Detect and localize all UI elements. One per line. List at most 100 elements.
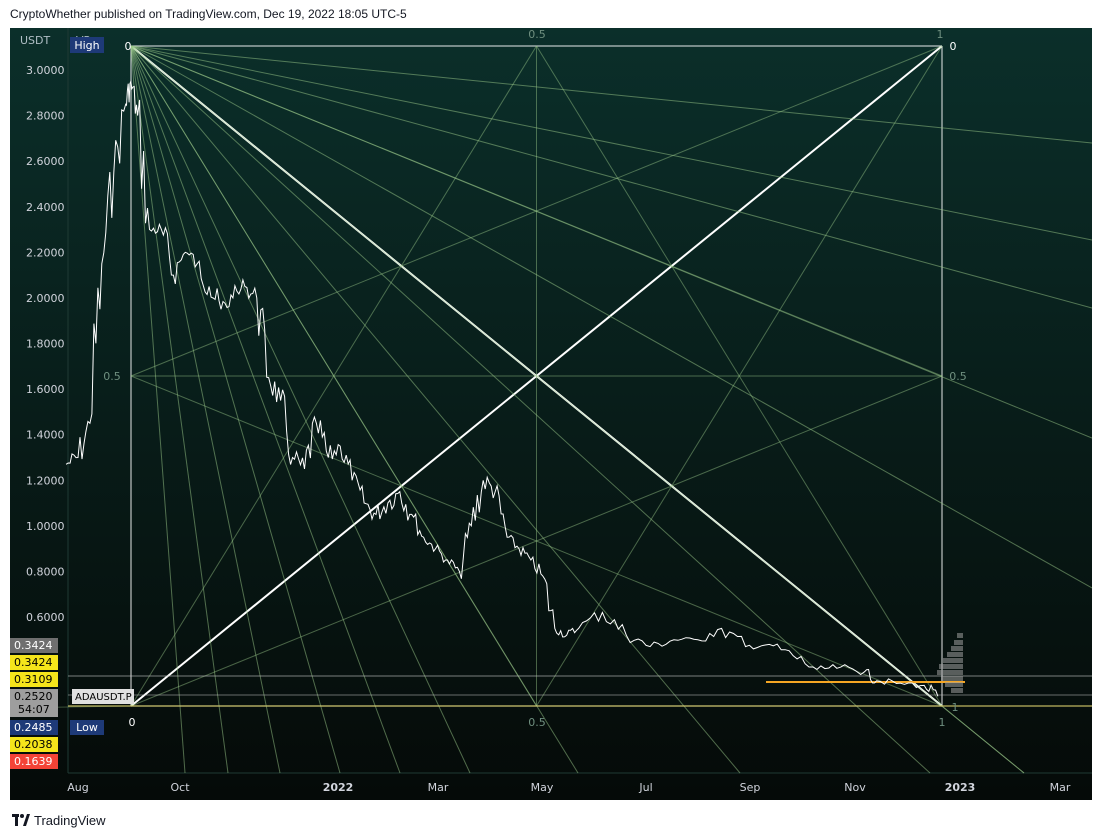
price-tag-2: 0.3424 (14, 656, 53, 669)
y-tick-label: 2.2000 (26, 246, 65, 259)
gann-angle (536, 45, 943, 707)
gann-angle (130, 375, 943, 707)
price-axis: 3.0000 2.8000 2.6000 2.4000 2.2000 2.0000 1.80… (26, 64, 65, 624)
gann-fan-ray (130, 45, 229, 774)
gann-fan-ray (130, 45, 741, 774)
gann-fan-ray (130, 45, 1093, 144)
price-tag-4: 0.2520 (14, 690, 53, 703)
volume-profile-bar (943, 658, 963, 663)
fib-label-bottom-right-inner: 1 (952, 701, 959, 714)
y-tick-label: 0.6000 (26, 611, 65, 624)
time-axis: Aug Oct 2022 Mar May Jul Sep Nov 2023 Mar (67, 781, 1071, 794)
gann-fan-ray (130, 45, 401, 774)
y-tick-label: 1.0000 (26, 520, 65, 533)
x-tick-label: Jul (638, 781, 652, 794)
bar-countdown: 54:07 (18, 703, 50, 716)
price-tags: 0.3424 0.3424 0.3109 0.2520 54:07 ADAUSD… (10, 638, 134, 769)
y-tick-label: 2.0000 (26, 292, 65, 305)
price-tag-3: 0.3109 (14, 673, 53, 686)
x-tick-label: Aug (67, 781, 88, 794)
volume-profile-bar (941, 676, 963, 681)
price-series-line (65, 79, 939, 697)
volume-profile-bar (939, 664, 963, 669)
y-tick-label: 2.6000 (26, 155, 65, 168)
x-tick-label: 2023 (945, 781, 976, 794)
volume-profile-bar (951, 688, 963, 693)
y-tick-label: 1.8000 (26, 338, 65, 351)
gann-fan-ray (130, 45, 1025, 774)
gann-fan-ray (130, 45, 471, 774)
gann-fan-ray (130, 45, 1093, 589)
currency-label: USDT (20, 34, 51, 47)
tradingview-logo-icon (12, 814, 30, 826)
volume-profile-bar (945, 682, 963, 687)
price-tag-3-bg (10, 672, 58, 687)
low-badge: Low (76, 721, 98, 734)
volume-profile-bar (937, 670, 963, 675)
high-badge: High (74, 39, 99, 52)
gann-fan-ray (130, 45, 579, 774)
symbol-label: ADAUSDT.P (75, 692, 132, 703)
price-tag-1: 0.3424 (14, 639, 53, 652)
x-tick-label: Mar (1050, 781, 1071, 794)
price-tag-1-bg (10, 638, 58, 653)
gann-fan-ray (941, 705, 1025, 774)
fib-label-top-right: 1 (937, 28, 944, 41)
gann-fan-ray (130, 45, 1093, 241)
price-tag-5-bg (10, 720, 58, 735)
fib-label-group: 0 0.5 1 0 0.5 0.5 0 0.5 1 1 (103, 28, 967, 729)
chart-frame[interactable]: 3.0000 2.8000 2.6000 2.4000 2.2000 2.0000 1.80… (9, 28, 1093, 800)
header-badges: USDT VP High (20, 34, 104, 53)
gann-angle (130, 375, 943, 707)
x-tick-label: Mar (428, 781, 449, 794)
gann-fan-ray (130, 45, 1093, 439)
symbol-label-bg (72, 689, 134, 704)
y-tick-label: 1.2000 (26, 474, 65, 487)
price-tag-5: 0.2485 (14, 721, 53, 734)
y-tick-label: 2.4000 (26, 201, 65, 214)
volume-profile-bar (951, 646, 963, 651)
high-badge-bg (70, 37, 104, 53)
gann-fan-overlay (9, 45, 1093, 774)
x-tick-label: May (531, 781, 554, 794)
x-tick-label: Oct (170, 781, 190, 794)
volume-profile-bar (947, 652, 963, 657)
y-tick-label: 0.8000 (26, 565, 65, 578)
gann-fan-ray (130, 45, 931, 774)
fib-label-bottom-left: 0 (129, 716, 136, 729)
x-tick-label: Sep (740, 781, 761, 794)
fib-label-mid-left: 0.5 (103, 370, 121, 383)
gann-fan-ray (130, 45, 1093, 309)
low-badge-bg (70, 720, 104, 735)
volume-profile (937, 633, 963, 693)
price-chart[interactable]: 3.0000 2.8000 2.6000 2.4000 2.2000 2.0000 1.80… (9, 28, 1093, 800)
y-tick-label: 3.0000 (26, 64, 65, 77)
gann-fan-ray (130, 45, 341, 774)
last-price-tag-bg (10, 689, 58, 717)
fib-label-bottom-right: 1 (939, 716, 946, 729)
gann-fan-ray (130, 45, 281, 774)
fib-label-top-right-outer: 0 (950, 40, 957, 53)
x-tick-label: 2022 (323, 781, 354, 794)
footer-brand[interactable]: TradingView (34, 812, 106, 828)
price-tag-2-bg (10, 655, 58, 670)
y-tick-label: 1.6000 (26, 383, 65, 396)
fib-label-top-mid: 0.5 (528, 28, 546, 41)
footer: TradingView (12, 810, 106, 830)
fib-label-bottom-mid: 0.5 (528, 716, 546, 729)
y-tick-label: 2.8000 (26, 110, 65, 123)
price-tag-6-bg (10, 737, 58, 752)
price-tag-7: 0.1639 (14, 755, 53, 768)
x-tick-label: Nov (844, 781, 866, 794)
volume-profile-bar (954, 640, 963, 645)
publish-header: CryptoWhether published on TradingView.c… (10, 7, 407, 21)
gann-fan-ray (130, 45, 186, 774)
price-tag-6: 0.2038 (14, 738, 53, 751)
gann-angle (536, 45, 943, 707)
price-tag-7-bg (10, 754, 58, 769)
volume-profile-bar (957, 633, 963, 638)
fib-label-top-left: 0 (125, 40, 132, 53)
fib-label-mid-right: 0.5 (949, 370, 967, 383)
chart-background (10, 28, 1092, 800)
y-tick-label: 1.4000 (26, 429, 65, 442)
